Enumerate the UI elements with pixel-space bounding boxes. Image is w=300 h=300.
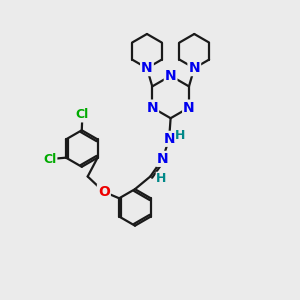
Text: N: N [157, 152, 169, 166]
Text: N: N [141, 61, 153, 75]
Text: Cl: Cl [76, 109, 89, 122]
Text: N: N [165, 69, 176, 83]
Text: O: O [98, 185, 110, 199]
Text: Cl: Cl [43, 153, 56, 166]
Text: H: H [175, 129, 185, 142]
Text: H: H [156, 172, 167, 185]
Text: N: N [183, 100, 195, 115]
Text: N: N [146, 100, 158, 115]
Text: N: N [188, 61, 200, 75]
Text: N: N [163, 132, 175, 146]
